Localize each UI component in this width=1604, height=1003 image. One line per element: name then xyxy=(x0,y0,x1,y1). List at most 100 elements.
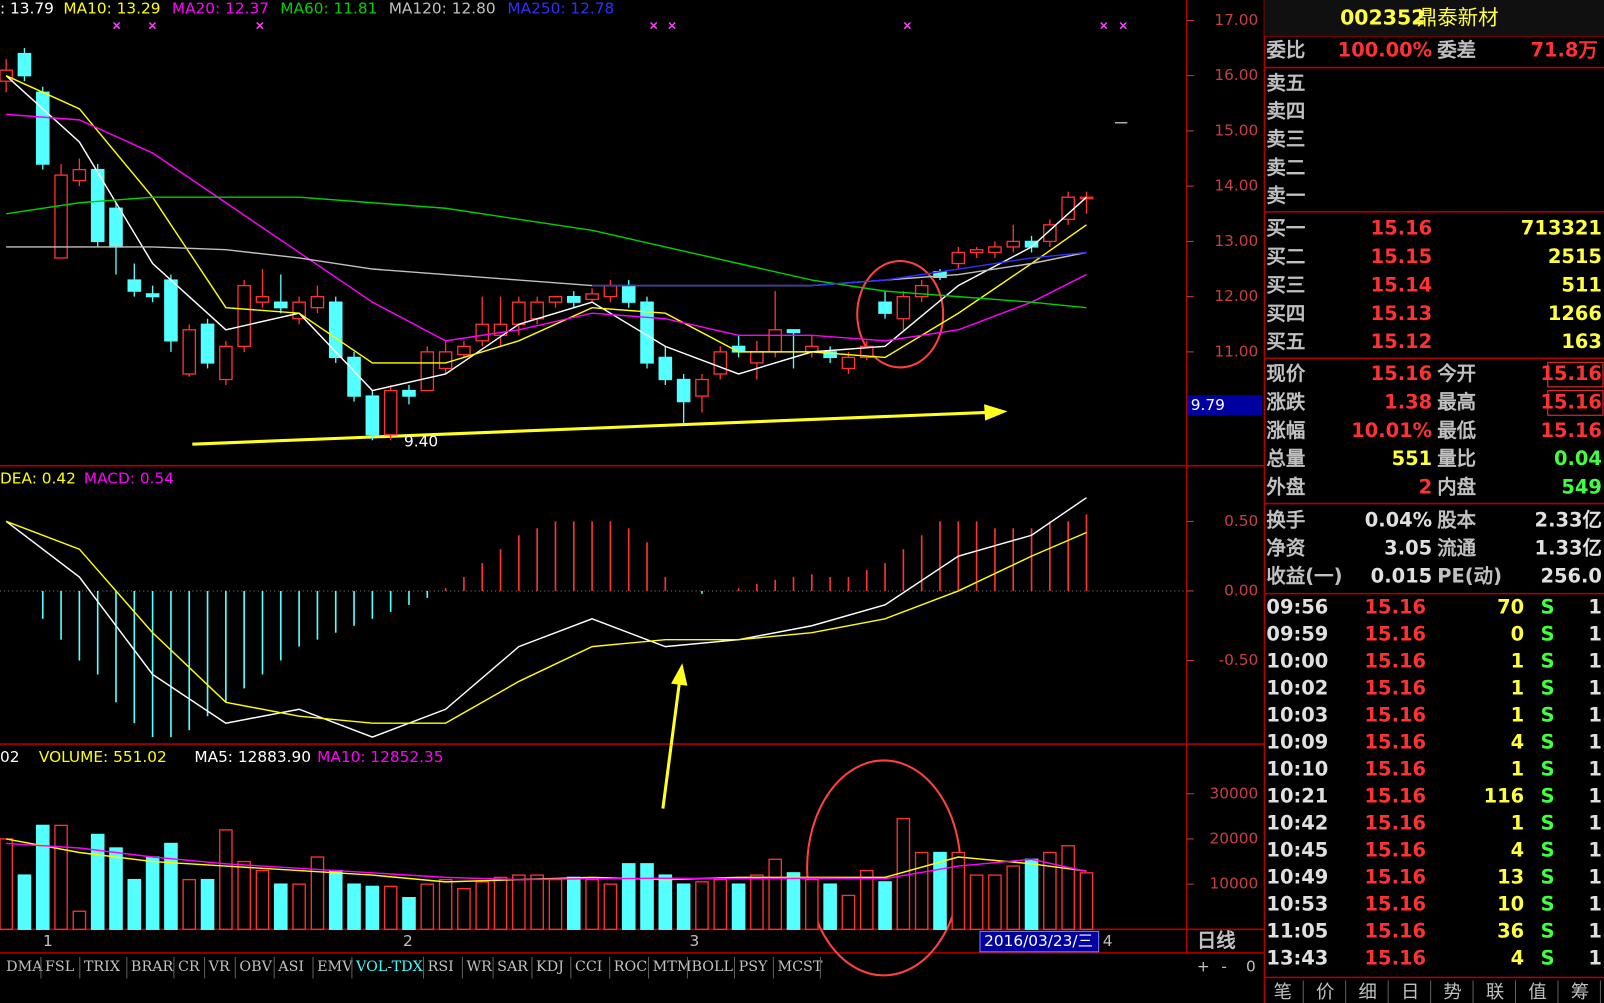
y-tick-label: 16.00 xyxy=(1214,66,1258,84)
volume-bar xyxy=(1043,851,1057,930)
trade-volume: 4 xyxy=(1511,731,1525,754)
y-tick-label: 15.00 xyxy=(1214,121,1258,139)
volume-bar xyxy=(548,878,563,930)
y-tick-label: 0.50 xyxy=(1224,512,1258,530)
indicator-tab[interactable]: OBV xyxy=(239,959,272,975)
candle-body xyxy=(621,284,636,303)
y-tick-label: 10000 xyxy=(1209,875,1258,893)
trade-time: 11:05 xyxy=(1266,920,1328,943)
indicator-tab[interactable]: CR xyxy=(178,959,201,975)
panel-tab[interactable]: 联 xyxy=(1486,982,1504,1003)
indicator-tab[interactable]: KDJ xyxy=(536,959,564,975)
stat-value: 15.16 xyxy=(1540,362,1601,385)
candle-body xyxy=(896,295,911,320)
volume-bar xyxy=(255,869,270,930)
legend-item: MA60: 11.81 xyxy=(280,0,377,18)
trade-price: 15.16 xyxy=(1365,920,1426,943)
zoom-button[interactable]: + xyxy=(1197,958,1210,976)
stat-label: 股本 xyxy=(1437,508,1476,531)
volume-bar xyxy=(914,851,929,930)
indicator-tab[interactable]: FSL xyxy=(45,959,75,975)
indicator-tab[interactable]: EMV xyxy=(317,959,353,975)
indicator-tab[interactable]: WR xyxy=(466,959,493,975)
indicator-tab[interactable]: MTM xyxy=(653,959,692,975)
trade-count: 1 xyxy=(1588,839,1602,862)
candle-body xyxy=(695,378,709,397)
y-tick-label: 13.00 xyxy=(1214,232,1258,250)
trade-side: S xyxy=(1541,595,1555,618)
indicator-tab[interactable]: ASI xyxy=(277,959,304,975)
trade-price: 15.16 xyxy=(1365,785,1426,808)
trade-volume: 1 xyxy=(1511,758,1525,781)
stat-value: 0.015 xyxy=(1371,565,1432,588)
indicator-tab[interactable]: PSY xyxy=(739,959,768,975)
panel-tab[interactable]: 势 xyxy=(1443,982,1461,1003)
y-tick-label: 17.00 xyxy=(1214,11,1258,29)
indicator-tab[interactable]: CCI xyxy=(575,959,603,975)
bid-label: 买一 xyxy=(1266,217,1305,240)
volume-bar xyxy=(878,881,892,930)
volume-bar xyxy=(1006,865,1021,930)
indicator-tab[interactable]: BOLL xyxy=(692,959,734,975)
indicator-line xyxy=(5,520,1087,724)
volume-bar xyxy=(475,881,490,930)
indicator-tab[interactable]: SAR xyxy=(497,959,529,975)
highlight-box xyxy=(1547,390,1604,416)
trade-time: 10:02 xyxy=(1266,676,1328,699)
stat-value: 551 xyxy=(1392,447,1433,470)
volume-bar xyxy=(841,894,856,930)
indicator-tab[interactable]: VR xyxy=(208,959,231,975)
candle-body xyxy=(200,323,215,364)
panel-tab[interactable]: 细 xyxy=(1358,982,1376,1003)
stat-label: 涨幅 xyxy=(1266,419,1305,442)
candle-body xyxy=(1061,196,1075,220)
candle-body xyxy=(17,52,32,77)
candle-body xyxy=(1006,240,1021,248)
trade-time: 09:56 xyxy=(1266,595,1328,618)
ask-label: 卖二 xyxy=(1266,156,1305,179)
candle-body xyxy=(530,301,544,320)
candle-body xyxy=(90,168,105,243)
indicator-tab[interactable]: RSI xyxy=(428,959,454,975)
volume-bar xyxy=(1024,858,1039,930)
candle-body xyxy=(35,91,50,165)
indicator-tab[interactable]: BRAR xyxy=(131,959,175,975)
indicator-tab[interactable]: DMA xyxy=(6,959,43,975)
panel-tab[interactable]: 日 xyxy=(1401,982,1419,1003)
volume-bar xyxy=(109,847,123,930)
indicator-line xyxy=(592,251,1087,287)
stat-label: 总量 xyxy=(1266,447,1305,470)
candle-body xyxy=(512,301,526,325)
legend-item: DEA: 0.42 xyxy=(0,469,76,487)
candle-body xyxy=(786,329,801,334)
trade-volume: 0 xyxy=(1511,622,1525,645)
zoom-button[interactable]: 0 xyxy=(1246,958,1256,976)
x-label: 4 xyxy=(1103,932,1113,950)
candle-body xyxy=(823,351,837,359)
panel-tab[interactable]: 筹 xyxy=(1571,982,1589,1003)
indicator-tab[interactable]: ROC xyxy=(614,959,648,975)
volume-bar xyxy=(420,883,435,930)
candle-body xyxy=(750,351,764,364)
volume-bar xyxy=(164,842,178,930)
indicator-tab[interactable]: TRIX xyxy=(84,959,121,975)
trade-time: 10:45 xyxy=(1266,839,1328,862)
stat-label: 外盘 xyxy=(1266,475,1305,498)
legend-item: MA20: 12.37 xyxy=(172,0,269,18)
panel-tab[interactable]: 笔 xyxy=(1274,982,1292,1003)
zoom-button[interactable]: - xyxy=(1221,958,1227,976)
label: 委差 xyxy=(1436,39,1476,62)
panel-tab[interactable]: 值 xyxy=(1528,982,1546,1003)
volume-bar xyxy=(347,883,361,930)
trade-side: S xyxy=(1541,893,1555,916)
trade-price: 15.16 xyxy=(1365,676,1426,699)
candle-body xyxy=(438,351,453,370)
trade-volume: 13 xyxy=(1497,866,1524,889)
panel-tab[interactable]: 价 xyxy=(1316,982,1334,1003)
indicator-tab[interactable]: MCST xyxy=(777,959,822,975)
indicator-tab[interactable]: VOL-TDX xyxy=(355,959,424,975)
trade-time: 10:00 xyxy=(1266,649,1328,672)
stat-value: 256.0 xyxy=(1540,565,1601,588)
header-bg xyxy=(1264,0,1604,36)
